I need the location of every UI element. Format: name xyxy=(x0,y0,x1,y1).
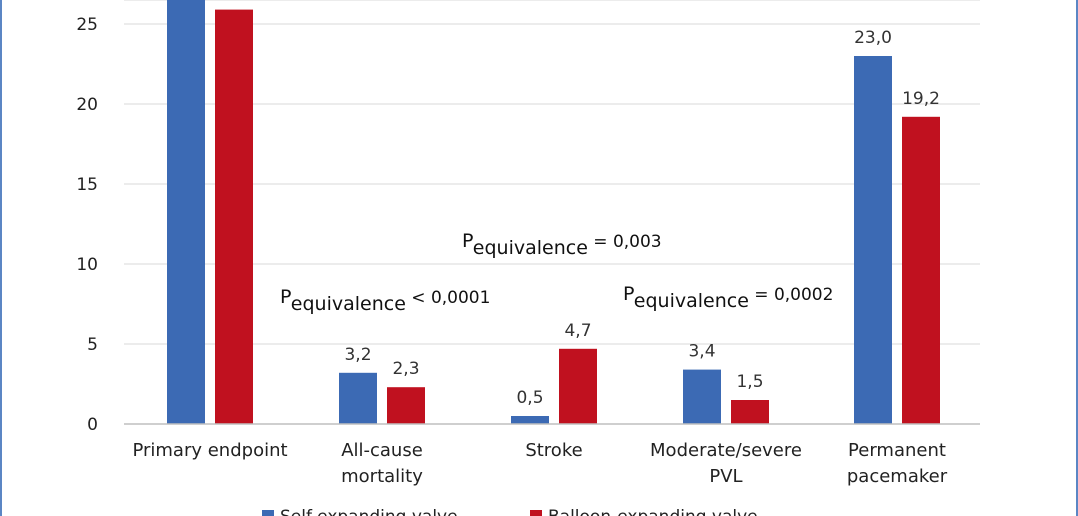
legend-swatch xyxy=(262,510,274,516)
y-tick-label: 10 xyxy=(76,255,98,275)
y-tick-label: 5 xyxy=(87,335,98,355)
bar-balloon-expanding xyxy=(902,116,940,425)
bar-balloon-expanding xyxy=(559,348,597,424)
category-label: mortality xyxy=(341,466,423,487)
data-label: 19,2 xyxy=(902,89,940,109)
y-tick-label: 15 xyxy=(76,175,98,195)
p-value-annotation: Pequivalence < 0,0001 xyxy=(280,286,490,315)
y-tick-label: 20 xyxy=(76,95,98,115)
legend-swatch xyxy=(530,510,542,516)
bar-self-expanding xyxy=(683,369,721,424)
legend-label: Balloon-expanding valve xyxy=(548,507,758,516)
category-label: Permanent xyxy=(848,440,946,461)
y-tick-label: 25 xyxy=(76,15,98,35)
data-label: 3,4 xyxy=(688,342,715,362)
bar-balloon-expanding xyxy=(387,387,425,424)
p-value-annotation: Pequivalence = 0,0002 xyxy=(623,283,833,312)
data-label: 4,7 xyxy=(564,321,591,341)
p-value-annotation: Pequivalence = 0,003 xyxy=(462,230,662,259)
category-label: pacemaker xyxy=(847,466,948,487)
category-label: All-cause xyxy=(341,440,423,461)
data-label: 0,5 xyxy=(516,388,543,408)
category-label: PVL xyxy=(709,466,742,487)
bar-self-expanding xyxy=(854,56,892,424)
category-label: Moderate/severe xyxy=(650,440,802,461)
data-label: 2,3 xyxy=(392,359,419,379)
data-label: 3,2 xyxy=(344,345,371,365)
y-tick-label: 0 xyxy=(87,415,98,435)
data-label: 23,0 xyxy=(854,28,892,48)
bar-balloon-expanding xyxy=(215,9,253,424)
bar-self-expanding xyxy=(167,0,205,424)
bar-self-expanding xyxy=(511,416,549,424)
bar-balloon-expanding xyxy=(731,400,769,424)
data-label: 1,5 xyxy=(736,372,763,392)
legend-label: Self-expanding valve xyxy=(280,507,458,516)
category-label: Primary endpoint xyxy=(132,440,287,461)
bar-self-expanding xyxy=(339,372,377,424)
category-label: Stroke xyxy=(525,440,582,461)
